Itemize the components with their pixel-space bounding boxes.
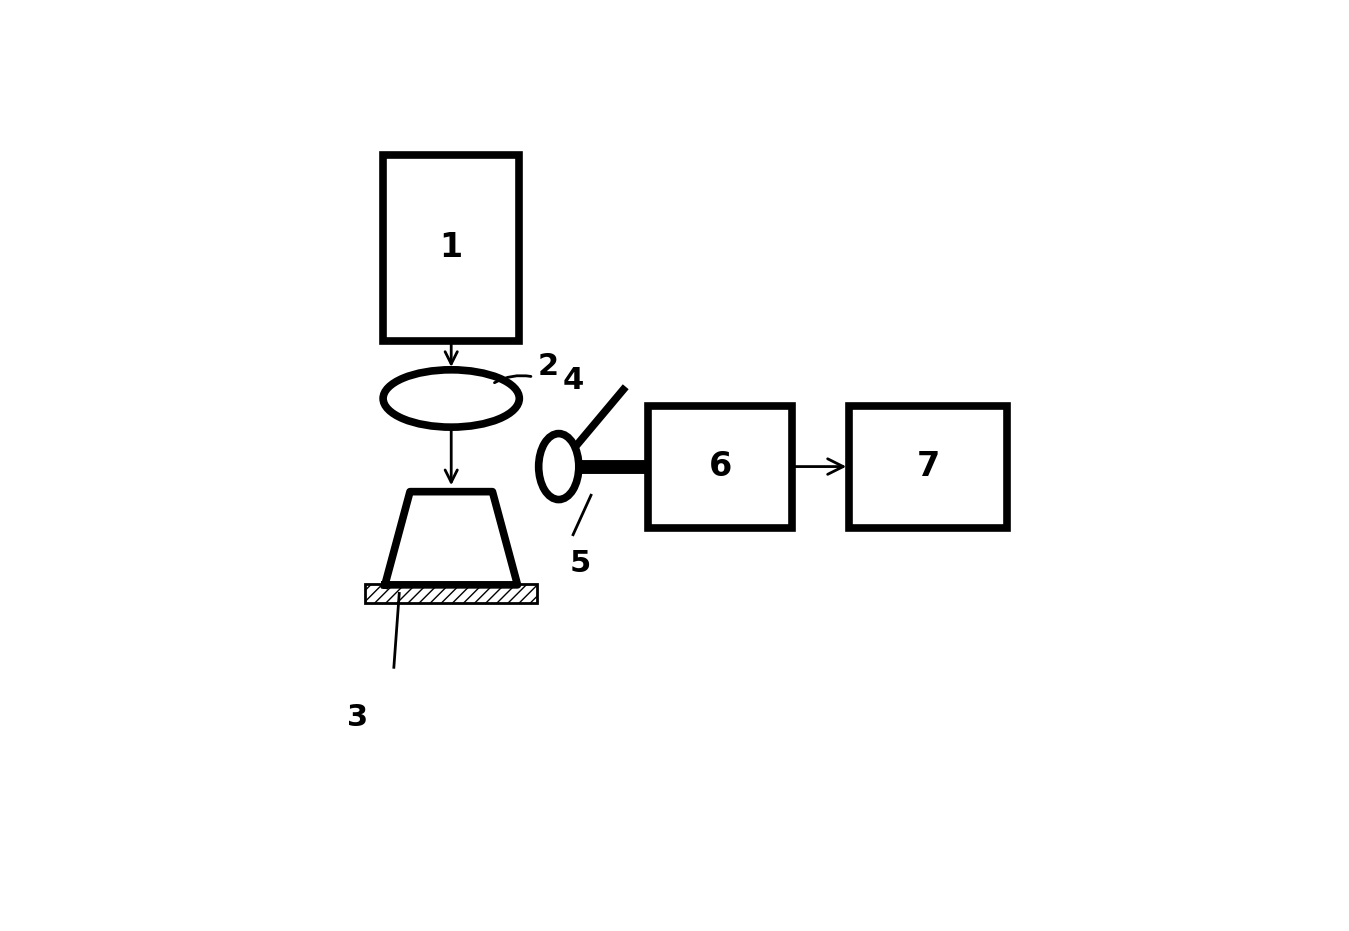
Ellipse shape — [538, 434, 579, 500]
Ellipse shape — [383, 370, 519, 427]
Text: 1: 1 — [440, 232, 463, 264]
Text: 6: 6 — [708, 450, 731, 483]
Bar — [649, 406, 792, 528]
Text: 2: 2 — [537, 352, 558, 381]
Text: 7: 7 — [916, 450, 939, 483]
Text: 3: 3 — [348, 703, 368, 732]
Bar — [366, 584, 537, 602]
Bar — [383, 155, 519, 341]
Bar — [849, 406, 1006, 528]
Text: 4: 4 — [563, 366, 584, 395]
Text: 5: 5 — [569, 549, 591, 578]
